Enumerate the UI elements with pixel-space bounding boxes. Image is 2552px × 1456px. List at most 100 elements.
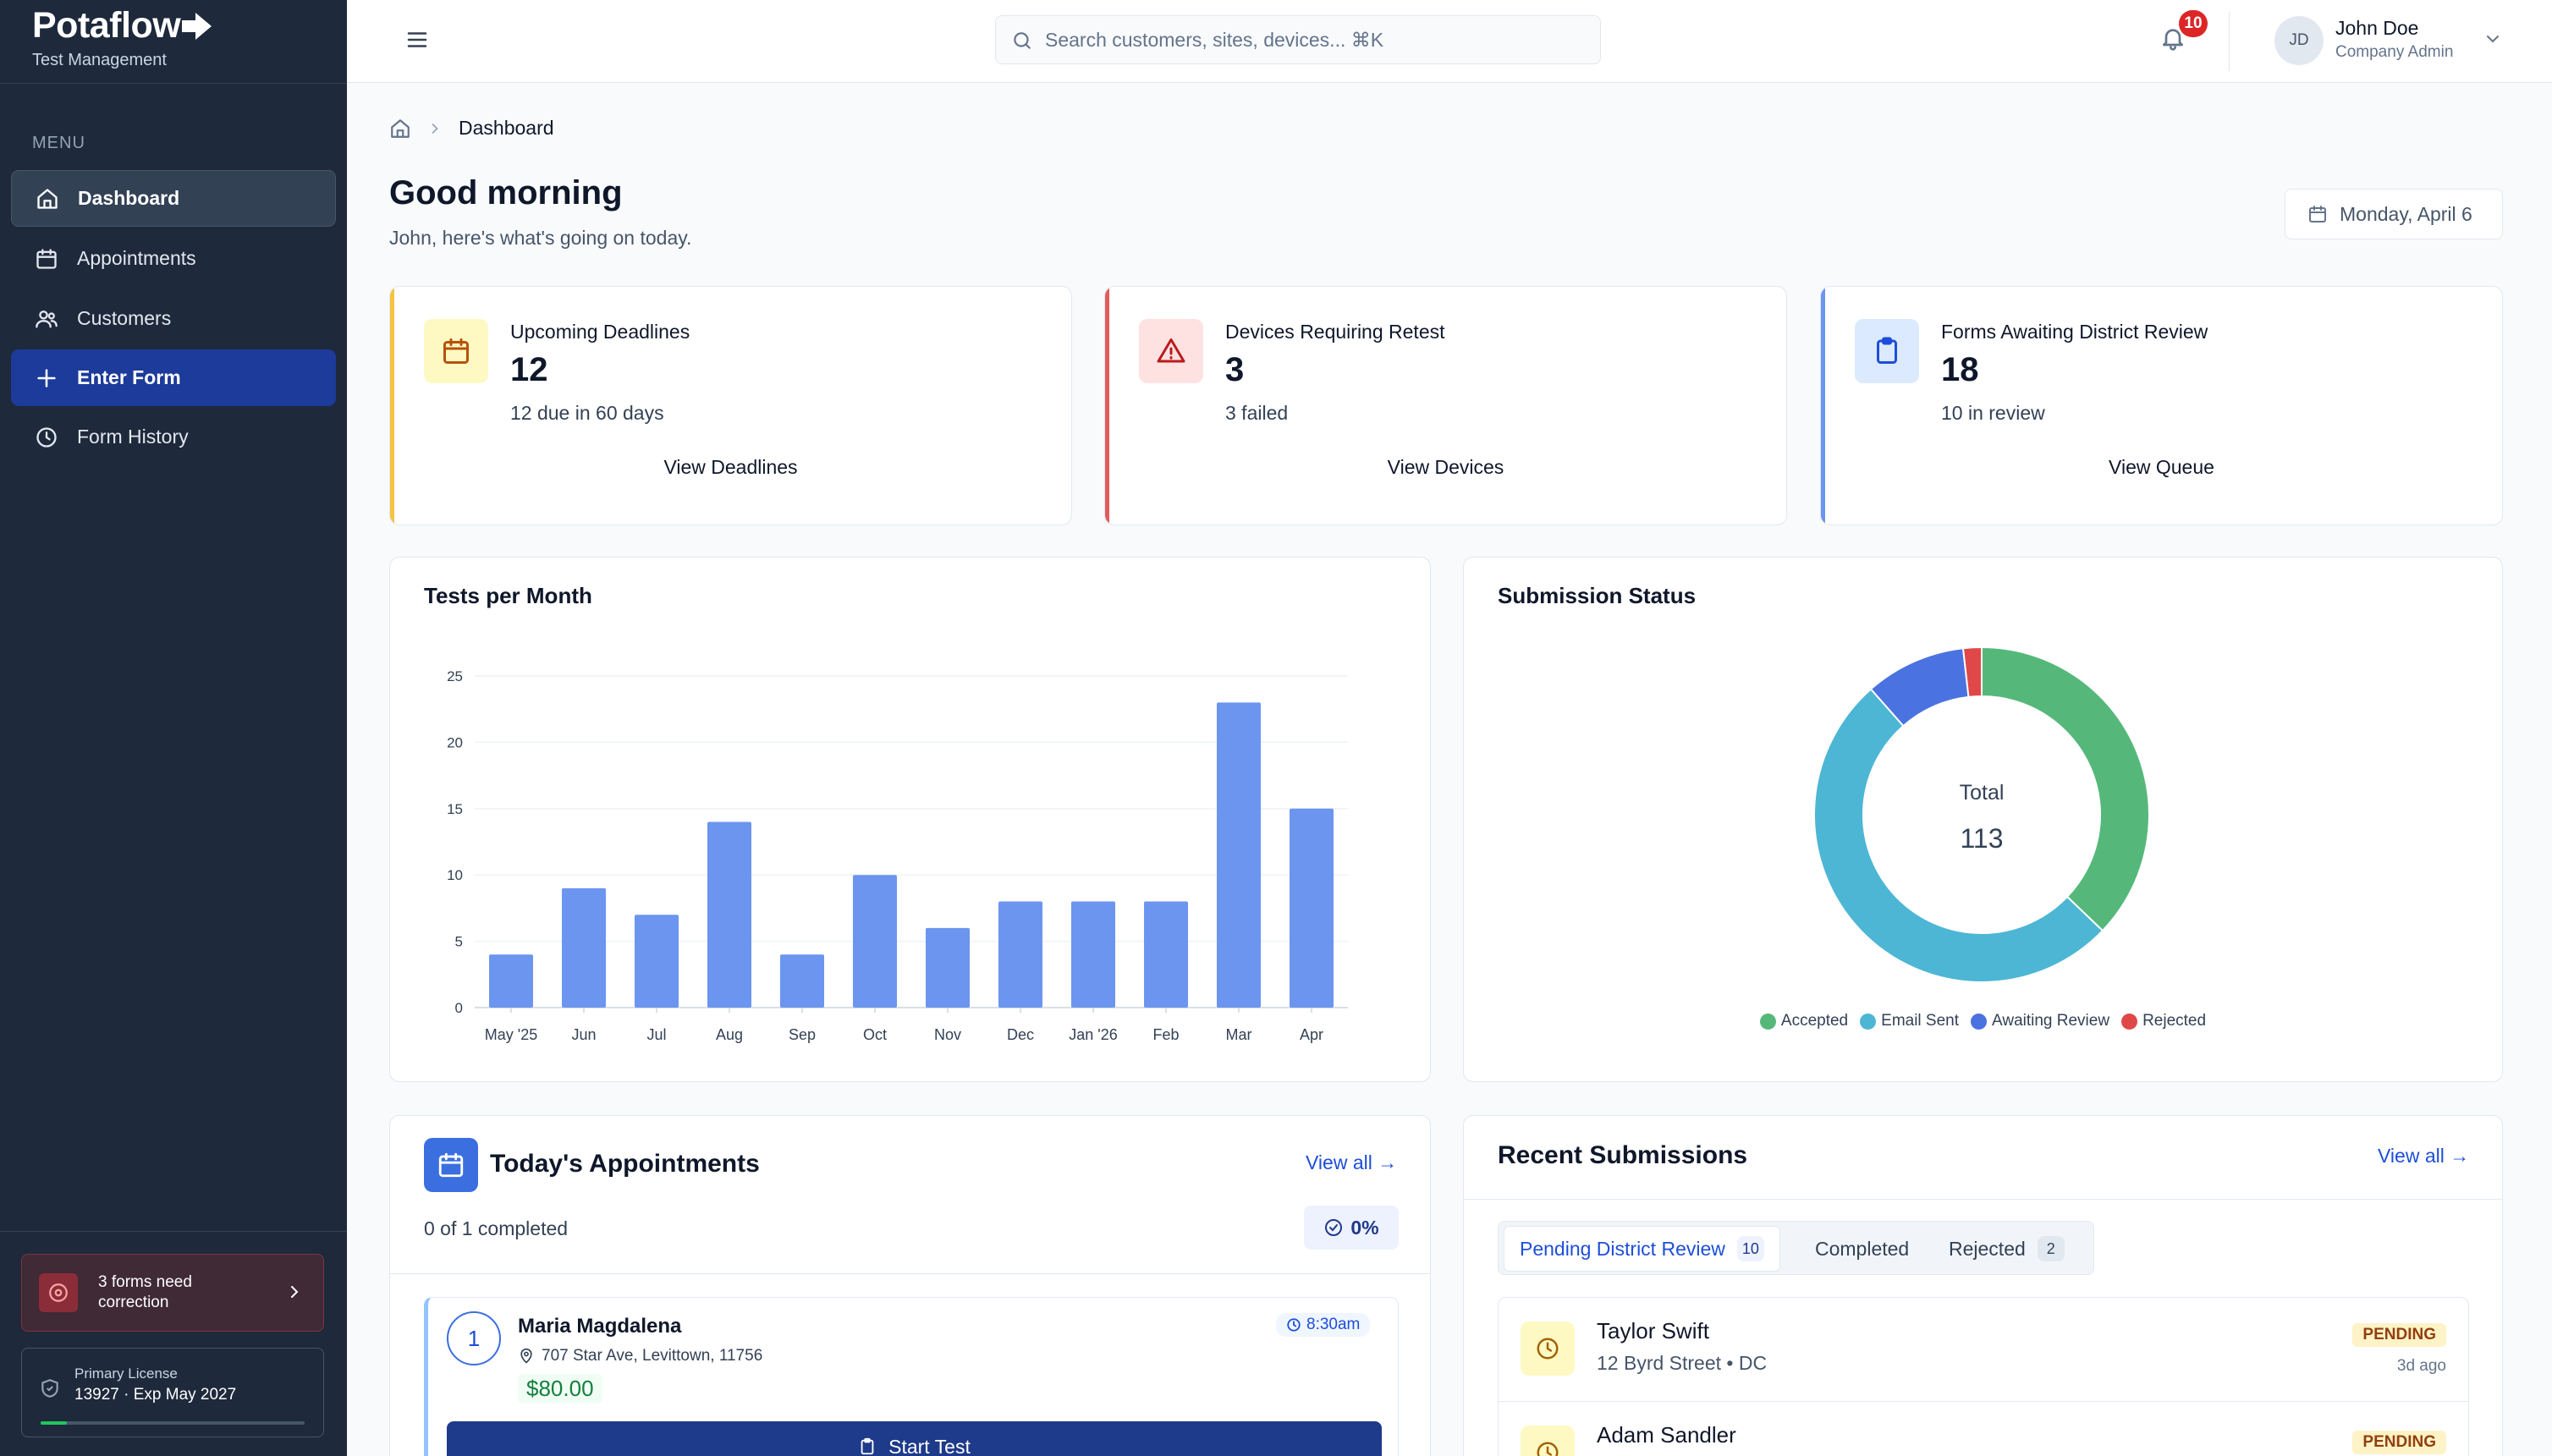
submission-status-card: Submission Status Total 113 Accepted Emai… [1463,557,2503,1082]
bar[interactable] [707,821,751,1008]
x-tick-label: Oct [863,1026,887,1043]
appointment-item[interactable]: 1 Maria Magdalena 707 Star Ave, Levittow… [424,1297,1399,1456]
stat-title: Forms Awaiting District Review [1941,321,2208,343]
menu-label: MENU [32,134,85,152]
chart-title: Submission Status [1498,583,1697,608]
sidebar-item-label: Dashboard [78,187,180,209]
customer-name: Maria Magdalena [518,1315,682,1338]
y-tick-label: 20 [447,734,463,750]
user-name[interactable]: John Doe [2335,17,2419,39]
license-label: Primary License [74,1365,178,1382]
view-queue-link[interactable]: View Queue [2109,456,2214,478]
bar[interactable] [1290,808,1334,1008]
view-deadlines-link[interactable]: View Deadlines [663,456,798,478]
sidebar-item-label: Customers [77,307,172,329]
bar[interactable] [1071,901,1115,1008]
view-devices-link[interactable]: View Devices [1387,456,1504,478]
stat-value: 18 [1941,351,1979,388]
donut-slice[interactable] [1813,688,2104,983]
submission-time-ago: 3d ago [2396,1357,2446,1375]
calendar-icon [2309,206,2326,223]
legend-item[interactable]: Email Sent [1860,1012,1959,1030]
tests-per-month-card: Tests per Month 0 5 10 15 20 25 May '25 Jun Jul A… [389,557,1431,1082]
status-badge: PENDING [2352,1431,2446,1454]
brand-logo[interactable]: Potaflow [32,5,212,47]
tab-label: Completed [1815,1237,1910,1260]
legend-item[interactable]: Accepted [1759,1012,1848,1030]
stat-sub: 12 due in 60 days [510,402,664,424]
bar[interactable] [998,901,1042,1008]
tab-rejected[interactable]: Rejected 2 [1933,1226,2080,1272]
clock-icon [1521,1321,1575,1376]
tab-pending-district-review[interactable]: Pending District Review 10 [1504,1226,1780,1272]
bar[interactable] [1217,702,1261,1008]
appointment-price: $80.00 [518,1374,602,1404]
submission-row[interactable]: Adam Sandler PENDING [1498,1401,2469,1456]
brand-subtitle: Test Management [32,51,167,69]
bar[interactable] [926,927,970,1008]
appointment-time: 8:30am [1276,1313,1371,1337]
appointment-number: 1 [447,1311,501,1365]
alert-line-1: 3 forms need [98,1273,192,1291]
stat-title: Upcoming Deadlines [510,321,690,343]
x-tick-label: Dec [1007,1026,1034,1043]
sidebar-item-enter-form[interactable]: Enter Form [11,349,336,406]
stat-stripe [390,287,394,525]
donut-slice[interactable] [1981,646,2150,932]
plus-icon [37,368,56,387]
stat-card-retest: Devices Requiring Retest 3 3 failed View… [1104,286,1787,525]
submissions-view-all-link[interactable]: View all → [2378,1145,2470,1167]
bar[interactable] [853,875,897,1008]
topbar: Search customers, sites, devices... ⌘K 1… [347,0,2552,83]
bell-icon[interactable] [2159,24,2186,52]
license-value: 13927 · Exp May 2027 [74,1386,237,1404]
alert-circle-icon [39,1273,78,1312]
corrections-alert[interactable]: 3 forms need correction [21,1254,324,1332]
sidebar-divider [0,83,347,84]
x-tick-label: Feb [1152,1026,1179,1043]
bar[interactable] [635,915,679,1008]
chevron-down-icon[interactable] [2483,29,2503,49]
stat-stripe [1105,287,1109,525]
sidebar-item-form-history[interactable]: Form History [11,409,336,465]
calendar-icon [424,319,488,383]
tab-completed[interactable]: Completed [1800,1226,1924,1272]
tab-count: 10 [1736,1236,1764,1261]
stat-sub: 3 failed [1225,402,1289,424]
legend-label: Awaiting Review [1992,1012,2110,1030]
bar[interactable] [562,887,606,1008]
calendar-icon [424,1138,478,1192]
submission-tabs: Pending District Review 10 Completed Rej… [1498,1221,2094,1275]
bar[interactable] [489,954,533,1008]
appointments-view-all-link[interactable]: View all → [1306,1151,1398,1173]
submission-row[interactable]: Taylor Swift 12 Byrd Street • DC PENDING… [1498,1297,2469,1402]
menu-toggle-icon[interactable] [404,27,430,52]
bar[interactable] [780,954,824,1008]
completion-percent-badge: 0% [1304,1206,1399,1250]
avatar[interactable]: JD [2274,16,2324,65]
appointments-progress: 0 of 1 completed [424,1217,569,1239]
y-tick-label: 5 [455,934,463,950]
sidebar-item-customers[interactable]: Customers [11,290,336,347]
date-button[interactable]: Monday, April 6 [2285,189,2503,239]
tab-label: Pending District Review [1520,1237,1725,1260]
legend-item[interactable]: Rejected [2121,1012,2206,1030]
donut-slice[interactable] [1961,646,1983,698]
start-test-button[interactable]: Start Test [447,1421,1382,1456]
appointments-title: Today's Appointments [490,1150,760,1178]
bar[interactable] [1144,901,1188,1008]
stat-card-district-review: Forms Awaiting District Review 18 10 in … [1820,286,2503,525]
sidebar-item-dashboard[interactable]: Dashboard [11,170,336,227]
tests-bar-chart: 0 5 10 15 20 25 May '25 Jun Jul Aug Sep Oct Nov Dec Ja… [447,668,1348,1043]
y-tick-label: 25 [447,668,463,684]
license-progress-bar [41,1421,305,1425]
submission-donut-chart: Total 113 [1813,646,2150,983]
home-icon[interactable] [389,118,411,140]
sidebar-item-appointments[interactable]: Appointments [11,230,336,287]
search-input[interactable]: Search customers, sites, devices... ⌘K [995,15,1601,64]
submission-name: Taylor Swift [1597,1318,1709,1343]
legend-item[interactable]: Awaiting Review [1971,1012,2109,1030]
x-tick-label: Aug [716,1026,743,1043]
todays-appointments-card: Today's Appointments View all → 0 of 1 c… [389,1115,1431,1456]
brand-arrow-icon [182,12,212,40]
